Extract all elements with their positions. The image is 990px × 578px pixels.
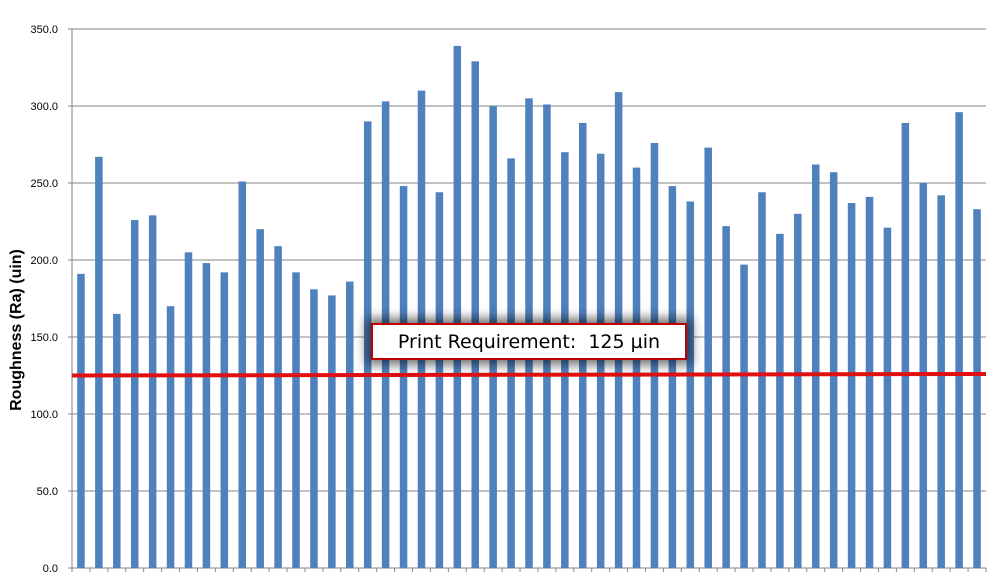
bar <box>113 313 121 568</box>
bar <box>561 152 569 568</box>
bar <box>220 272 229 568</box>
bar <box>95 156 103 568</box>
bar <box>776 233 784 568</box>
bar <box>148 215 157 568</box>
bar <box>758 192 766 569</box>
print-requirement-callout: Print Requirement: 125 µin <box>371 323 687 360</box>
bar <box>704 147 712 568</box>
y-tick-label: 0.0 <box>43 563 58 575</box>
y-tick-labels: 0.0 50.0 100.0 150.0 200.0 250.0 300.0 350.0 <box>30 24 58 575</box>
print-requirement-label: Print Requirement: 125 µin <box>397 330 661 353</box>
y-tick-label: 50.0 <box>37 486 58 498</box>
bar <box>811 164 820 568</box>
bar <box>363 121 372 569</box>
bar <box>328 295 336 568</box>
bar <box>937 195 945 568</box>
bar <box>202 263 211 568</box>
bar <box>346 281 354 568</box>
bar <box>722 226 730 568</box>
bar <box>184 252 193 569</box>
print-requirement-line <box>71 372 987 378</box>
bar <box>453 45 462 568</box>
bar <box>829 172 838 568</box>
bar <box>596 153 605 569</box>
bar <box>668 186 677 568</box>
y-tick-label: 200.0 <box>30 255 58 267</box>
bar <box>292 272 300 568</box>
bar <box>794 213 802 569</box>
y-tick-label: 300.0 <box>30 101 58 113</box>
bar <box>399 186 408 568</box>
y-tick-label: 250.0 <box>30 178 58 190</box>
y-tick-label: 100.0 <box>30 409 58 421</box>
bar <box>471 61 479 569</box>
bar <box>955 112 963 568</box>
bar <box>77 273 85 568</box>
bar <box>686 201 695 569</box>
bar <box>130 219 139 568</box>
bar <box>865 196 874 569</box>
y-axis-title: Roughness (Ra) (uin) <box>8 249 25 411</box>
bar <box>883 227 892 568</box>
bar <box>310 289 318 568</box>
bar <box>435 192 444 569</box>
y-tick-label: 150.0 <box>30 332 58 344</box>
bar <box>740 264 748 568</box>
bar <box>901 122 910 568</box>
bar <box>847 203 856 568</box>
y-tick-label: 350.0 <box>30 24 58 36</box>
bar <box>166 306 175 568</box>
x-tick-marks <box>71 568 987 572</box>
bar <box>632 167 641 568</box>
bar <box>256 229 264 568</box>
bar <box>973 209 981 568</box>
bar <box>274 246 282 568</box>
bars <box>77 45 981 569</box>
reference-line-group <box>71 372 987 378</box>
bar <box>507 158 515 569</box>
